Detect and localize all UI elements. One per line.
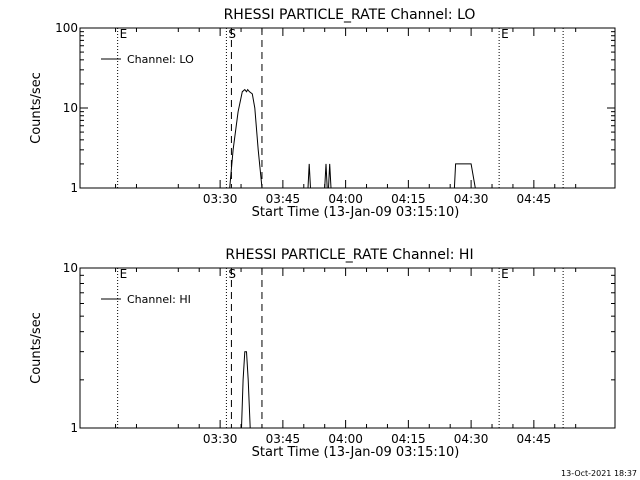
- x-tick-label: 04:00: [328, 192, 363, 206]
- x-tick-label: 04:15: [391, 192, 426, 206]
- x-tick-label: 04:30: [454, 192, 489, 206]
- legend-entry: Channel: HI: [127, 293, 191, 306]
- series-line: [224, 88, 476, 189]
- x-tick-label: 03:45: [266, 432, 301, 446]
- x-tick-label: 04:45: [517, 192, 552, 206]
- marker-label: E: [501, 27, 509, 41]
- y-tick-label: 10: [63, 261, 78, 275]
- y-tick-label: 1: [70, 421, 78, 435]
- marker-label: S: [228, 267, 236, 281]
- y-tick-label: 10: [63, 101, 78, 115]
- y-axis-label: Counts/sec: [29, 312, 44, 384]
- x-tick-label: 04:45: [517, 432, 552, 446]
- y-axis-label: Counts/sec: [29, 72, 44, 144]
- chart-panel-1: RHESSI PARTICLE_RATE Channel: LO 1 10 100 03…: [29, 7, 616, 220]
- x-tick-label: 03:45: [266, 192, 301, 206]
- chart-panel-2: RHESSI PARTICLE_RATE Channel: HI 1 10 03:30…: [29, 247, 616, 460]
- x-tick-label: 03:30: [203, 192, 238, 206]
- chart-title: RHESSI PARTICLE_RATE Channel: LO: [224, 7, 476, 23]
- marker-label: E: [501, 267, 509, 281]
- x-tick-label: 04:15: [391, 432, 426, 446]
- generation-timestamp: 13-Oct-2021 18:37: [561, 469, 637, 478]
- series-line: [240, 351, 251, 429]
- x-tick-label: 04:30: [454, 432, 489, 446]
- y-tick-label: 100: [55, 21, 78, 35]
- marker-label: S: [228, 27, 236, 41]
- x-tick-label: 04:00: [328, 432, 363, 446]
- chart-panels: RHESSI PARTICLE_RATE Channel: LO 1 10 100 03…: [29, 7, 616, 460]
- x-axis-label: Start Time (13-Jan-09 03:15:10): [252, 205, 460, 220]
- x-axis-label: Start Time (13-Jan-09 03:15:10): [252, 445, 460, 460]
- marker-label: E: [120, 267, 128, 281]
- plot-frame: [79, 267, 616, 429]
- y-tick-label: 1: [70, 181, 78, 195]
- chart-title: RHESSI PARTICLE_RATE Channel: HI: [225, 247, 473, 263]
- legend-entry: Channel: LO: [127, 53, 194, 66]
- marker-label: E: [120, 27, 128, 41]
- x-tick-label: 03:30: [203, 432, 238, 446]
